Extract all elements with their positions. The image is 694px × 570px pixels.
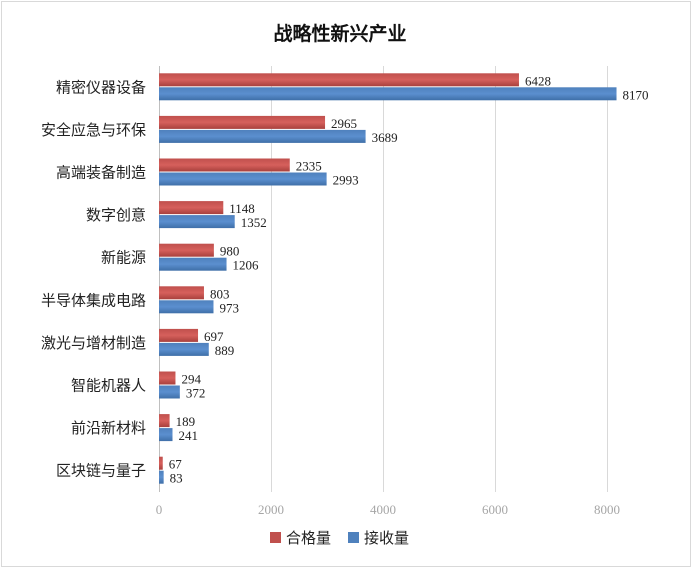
bar-received bbox=[159, 428, 173, 442]
data-label: 2335 bbox=[296, 159, 322, 174]
data-label: 973 bbox=[219, 300, 239, 315]
bar-received bbox=[159, 172, 327, 186]
data-label: 3689 bbox=[372, 130, 398, 145]
data-label: 8170 bbox=[623, 87, 649, 102]
data-label: 372 bbox=[186, 386, 206, 401]
data-label: 294 bbox=[181, 372, 201, 387]
legend-swatch-qualified bbox=[270, 532, 281, 543]
data-label: 67 bbox=[169, 457, 183, 472]
legend-entry: 接收量 bbox=[364, 529, 409, 547]
category-label: 精密仪器设备 bbox=[56, 78, 146, 96]
x-tick-label: 8000 bbox=[594, 502, 620, 517]
bar-received bbox=[159, 300, 214, 314]
bar-qualified bbox=[159, 201, 224, 215]
category-label: 安全应急与环保 bbox=[41, 121, 146, 139]
data-label: 241 bbox=[178, 428, 198, 443]
x-tick-label: 0 bbox=[156, 502, 163, 517]
category-label: 激光与增材制造 bbox=[41, 334, 146, 352]
data-label: 2965 bbox=[331, 116, 357, 131]
bar-received bbox=[159, 385, 180, 399]
data-label: 1206 bbox=[233, 258, 260, 273]
data-label: 980 bbox=[220, 244, 240, 259]
data-label: 1148 bbox=[229, 201, 255, 216]
legend: 合格量 接收量 bbox=[270, 529, 409, 547]
data-label: 2993 bbox=[333, 173, 359, 188]
x-tick-label: 2000 bbox=[258, 502, 284, 517]
category-label: 高端装备制造 bbox=[56, 164, 146, 182]
bar-qualified bbox=[159, 414, 170, 428]
data-label: 6428 bbox=[525, 73, 551, 88]
category-label: 半导体集成电路 bbox=[41, 291, 146, 309]
category-label: 数字创意 bbox=[86, 206, 146, 224]
labels: 0 2000 4000 6000 8000 精密仪器设备 6428 8170 安全应急与环保 29… bbox=[41, 73, 649, 517]
bar-received bbox=[159, 470, 164, 484]
bar-qualified bbox=[159, 243, 214, 257]
chart-title: 战略性新兴产业 bbox=[273, 22, 406, 45]
bar-received bbox=[159, 342, 209, 356]
bar-qualified bbox=[159, 158, 290, 172]
x-tick-label: 4000 bbox=[370, 502, 396, 517]
legend-swatch-received bbox=[348, 532, 359, 543]
bars bbox=[159, 73, 617, 484]
bar-qualified bbox=[159, 328, 199, 342]
bar-qualified bbox=[159, 115, 326, 129]
bar-qualified bbox=[159, 73, 519, 87]
data-label: 697 bbox=[204, 329, 224, 344]
bar-received bbox=[159, 87, 617, 101]
data-label: 1352 bbox=[241, 215, 267, 230]
bar-received bbox=[159, 257, 227, 271]
x-tick-label: 6000 bbox=[482, 502, 508, 517]
bar-qualified bbox=[159, 456, 163, 470]
data-label: 889 bbox=[215, 343, 235, 358]
bar-received bbox=[159, 129, 366, 143]
data-label: 803 bbox=[210, 286, 230, 301]
category-label: 区块链与量子 bbox=[56, 462, 146, 480]
bar-received bbox=[159, 215, 235, 229]
category-label: 智能机器人 bbox=[71, 377, 146, 395]
category-label: 前沿新材料 bbox=[71, 419, 146, 437]
bar-qualified bbox=[159, 286, 204, 300]
data-label: 189 bbox=[176, 414, 196, 429]
category-label: 新能源 bbox=[101, 249, 146, 267]
bar-qualified bbox=[159, 371, 176, 385]
legend-entry: 合格量 bbox=[286, 529, 331, 547]
data-label: 83 bbox=[170, 471, 183, 486]
